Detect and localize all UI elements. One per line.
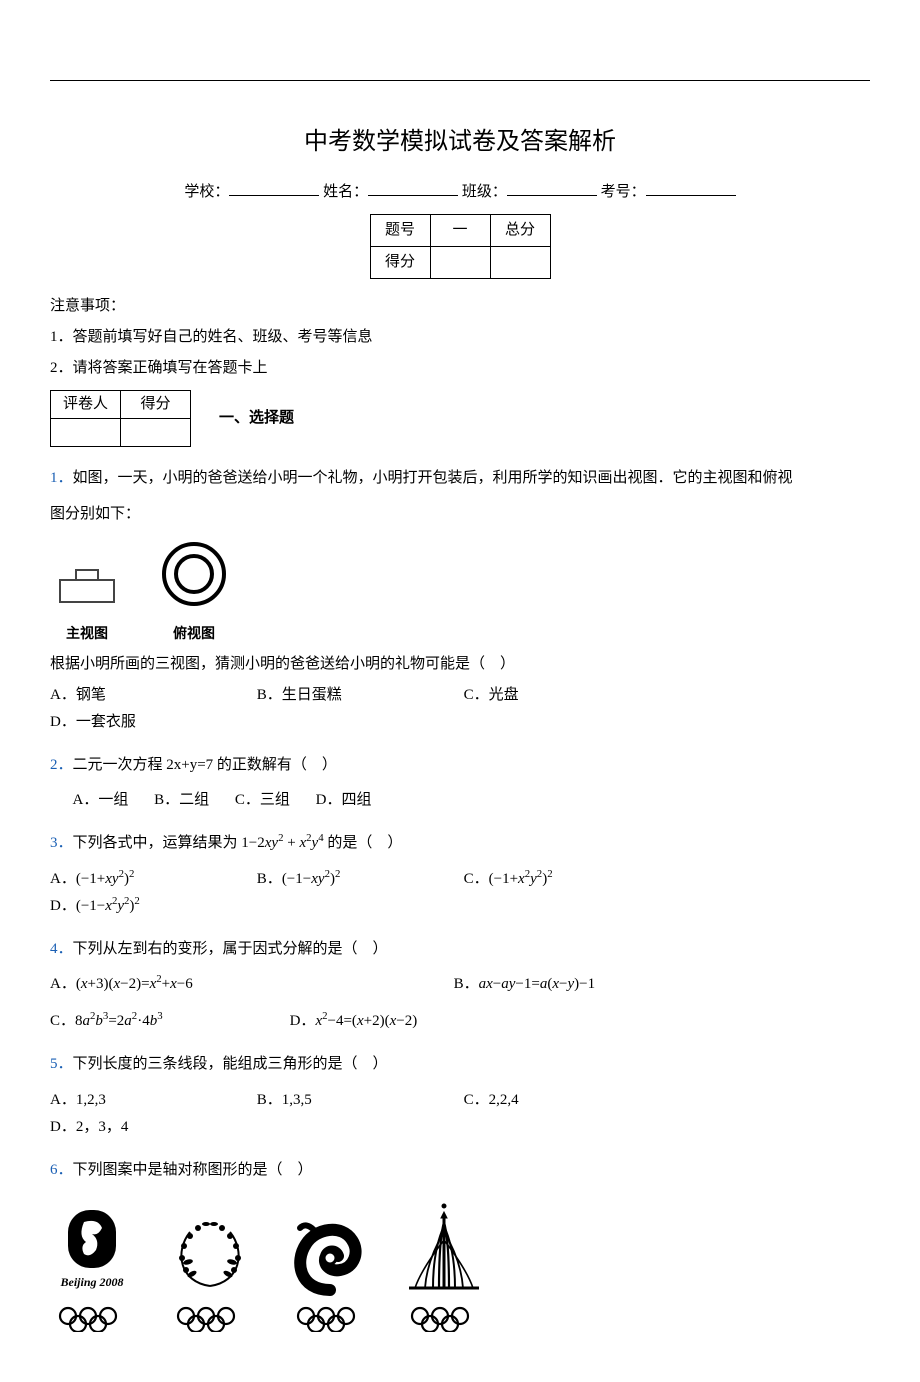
question-6: 6．下列图案中是轴对称图形的是（ ）: [50, 1155, 870, 1187]
q3-options: A．(−1+xy2)2 B．(−1−xy2)2 C．(−1+x2y2)2 D．(…: [50, 866, 870, 920]
q3-prefix: 下列各式中，运算结果为: [73, 835, 238, 851]
page-title: 中考数学模拟试卷及答案解析: [50, 121, 870, 164]
question-1: 1．如图，一天，小明的爸爸送给小明一个礼物，小明打开包装后，利用所学的知识画出视…: [50, 463, 870, 495]
info-line: 学校： 姓名： 班级： 考号：: [50, 178, 870, 206]
q2-optA: A．一组: [73, 792, 129, 808]
question-3: 3．下列各式中，运算结果为 1−2xy2 + x2y4 的是（ ）: [50, 828, 870, 860]
q3-optD: D．(−1−x2y2)2: [50, 893, 247, 920]
q3-optA: A．(−1+xy2)2: [50, 866, 247, 893]
q1-figures: 主视图 俯视图: [50, 538, 870, 647]
rings-icon-4: [402, 1306, 486, 1332]
q4-optD: D．x2−4=(x+2)(x−2): [290, 1008, 418, 1035]
q4-optA: A．(x+3)(x−2)=x2+x−6: [50, 971, 444, 998]
q1-stem: 根据小明所画的三视图，猜测小明的爸爸送给小明的礼物可能是（ ）: [50, 651, 870, 678]
q4-stem: 下列从左到右的变形，属于因式分解的是（ ）: [73, 941, 388, 957]
grader-b1: [51, 419, 121, 447]
q5-optA: A．1,2,3: [50, 1087, 247, 1114]
grader-row: 评卷人 得分 一、选择题: [50, 390, 870, 447]
question-4: 4．下列从左到右的变形，属于因式分解的是（ ）: [50, 934, 870, 966]
q1-optA: A．钢笔: [50, 682, 247, 709]
score-h2: 一: [430, 215, 490, 247]
score-h1: 题号: [370, 215, 430, 247]
score-blank1: [430, 247, 490, 279]
top-rule: [50, 80, 870, 81]
q6-stem: 下列图案中是轴对称图形的是（ ）: [73, 1162, 313, 1178]
q5-optC: C．2,2,4: [464, 1087, 661, 1114]
q2-optD: D．四组: [316, 792, 372, 808]
q1-options: A．钢笔 B．生日蛋糕 C．光盘 D．一套衣服: [50, 682, 870, 736]
grader-c2: 得分: [121, 391, 191, 419]
q1-optB: B．生日蛋糕: [257, 682, 454, 709]
q3-num: 3．: [50, 835, 73, 851]
blank-school: [229, 178, 319, 196]
question-5: 5．下列长度的三条线段，能组成三角形的是（ ）: [50, 1049, 870, 1081]
q4-options-row1: A．(x+3)(x−2)=x2+x−6 B．ax−ay−1=a(x−y)−1: [50, 971, 870, 998]
q5-optB: B．1,3,5: [257, 1087, 454, 1114]
q2-options: A．一组 B．二组 C．三组 D．四组: [50, 787, 870, 814]
rings-icon-1: [50, 1306, 134, 1332]
q4-num: 4．: [50, 941, 73, 957]
blank-name: [368, 178, 458, 196]
notice-title: 注意事项：: [50, 293, 870, 320]
label-school: 学校：: [184, 184, 229, 200]
q5-num: 5．: [50, 1056, 73, 1072]
q1-text1: 如图，一天，小明的爸爸送给小明一个礼物，小明打开包装后，利用所学的知识画出视图．…: [73, 470, 793, 486]
beijing-text: Beijing 2008: [59, 1275, 123, 1289]
q6-logos: Beijing 2008: [50, 1200, 870, 1332]
q1-top-view: 俯视图: [158, 538, 230, 647]
logo-moscow: [402, 1200, 486, 1332]
tower-icon: [403, 1200, 485, 1300]
rings-icon-3: [288, 1306, 372, 1332]
front-view-icon: [50, 566, 124, 610]
q5-options: A．1,2,3 B．1,3,5 C．2,2,4 D．2，3，4: [50, 1087, 870, 1141]
q2-stem: 二元一次方程 2x+y=7 的正数解有（ ）: [73, 757, 337, 773]
q5-stem: 下列长度的三条线段，能组成三角形的是（ ）: [73, 1056, 388, 1072]
q6-num: 6．: [50, 1162, 73, 1178]
blank-id: [646, 178, 736, 196]
top-view-icon: [158, 538, 230, 610]
grader-c1: 评卷人: [51, 391, 121, 419]
q3-optC: C．(−1+x2y2)2: [464, 866, 661, 893]
spiral-icon: [286, 1214, 374, 1300]
score-r2: 得分: [370, 247, 430, 279]
q1-optC: C．光盘: [464, 682, 661, 709]
q4-optC: C．8a2b3=2a2·4b3: [50, 1008, 280, 1035]
label-id: 考号：: [601, 184, 646, 200]
score-table: 题号 一 总分 得分: [370, 214, 551, 279]
rings-icon-2: [168, 1306, 252, 1332]
q4-options-row2: C．8a2b3=2a2·4b3 D．x2−4=(x+2)(x−2): [50, 1008, 870, 1035]
wreath-icon: [162, 1214, 258, 1300]
q1-top-label: 俯视图: [158, 622, 230, 647]
q5-optD: D．2，3，4: [50, 1114, 247, 1141]
beijing-emblem-icon: Beijing 2008: [50, 1206, 134, 1300]
grader-b2: [121, 419, 191, 447]
question-2: 2．二元一次方程 2x+y=7 的正数解有（ ）: [50, 750, 870, 782]
section-1-title: 一、选择题: [219, 405, 294, 432]
logo-beijing: Beijing 2008: [50, 1206, 134, 1332]
q2-optB: B．二组: [154, 792, 209, 808]
label-name: 姓名：: [323, 184, 368, 200]
grader-table: 评卷人 得分: [50, 390, 191, 447]
q1-text2: 图分别如下：: [50, 501, 870, 528]
score-blank2: [490, 247, 550, 279]
blank-class: [507, 178, 597, 196]
q3-math: 1−2xy2 + x2y4: [241, 835, 323, 851]
q2-num: 2．: [50, 757, 73, 773]
q1-num: 1．: [50, 470, 73, 486]
q1-front-label: 主视图: [50, 622, 124, 647]
notice-1: 1．答题前填写好自己的姓名、班级、考号等信息: [50, 324, 870, 351]
q1-optD: D．一套衣服: [50, 709, 247, 736]
q3-optB: B．(−1−xy2)2: [257, 866, 454, 893]
q4-optB: B．ax−ay−1=a(x−y)−1: [454, 971, 848, 998]
score-h3: 总分: [490, 215, 550, 247]
logo-wreath: [162, 1214, 258, 1332]
q2-optC: C．三组: [235, 792, 290, 808]
logo-spiral: [286, 1214, 374, 1332]
label-class: 班级：: [462, 184, 507, 200]
q3-suffix: 的是（ ）: [327, 835, 402, 851]
notice-2: 2．请将答案正确填写在答题卡上: [50, 355, 870, 382]
q1-front-view: 主视图: [50, 566, 124, 647]
